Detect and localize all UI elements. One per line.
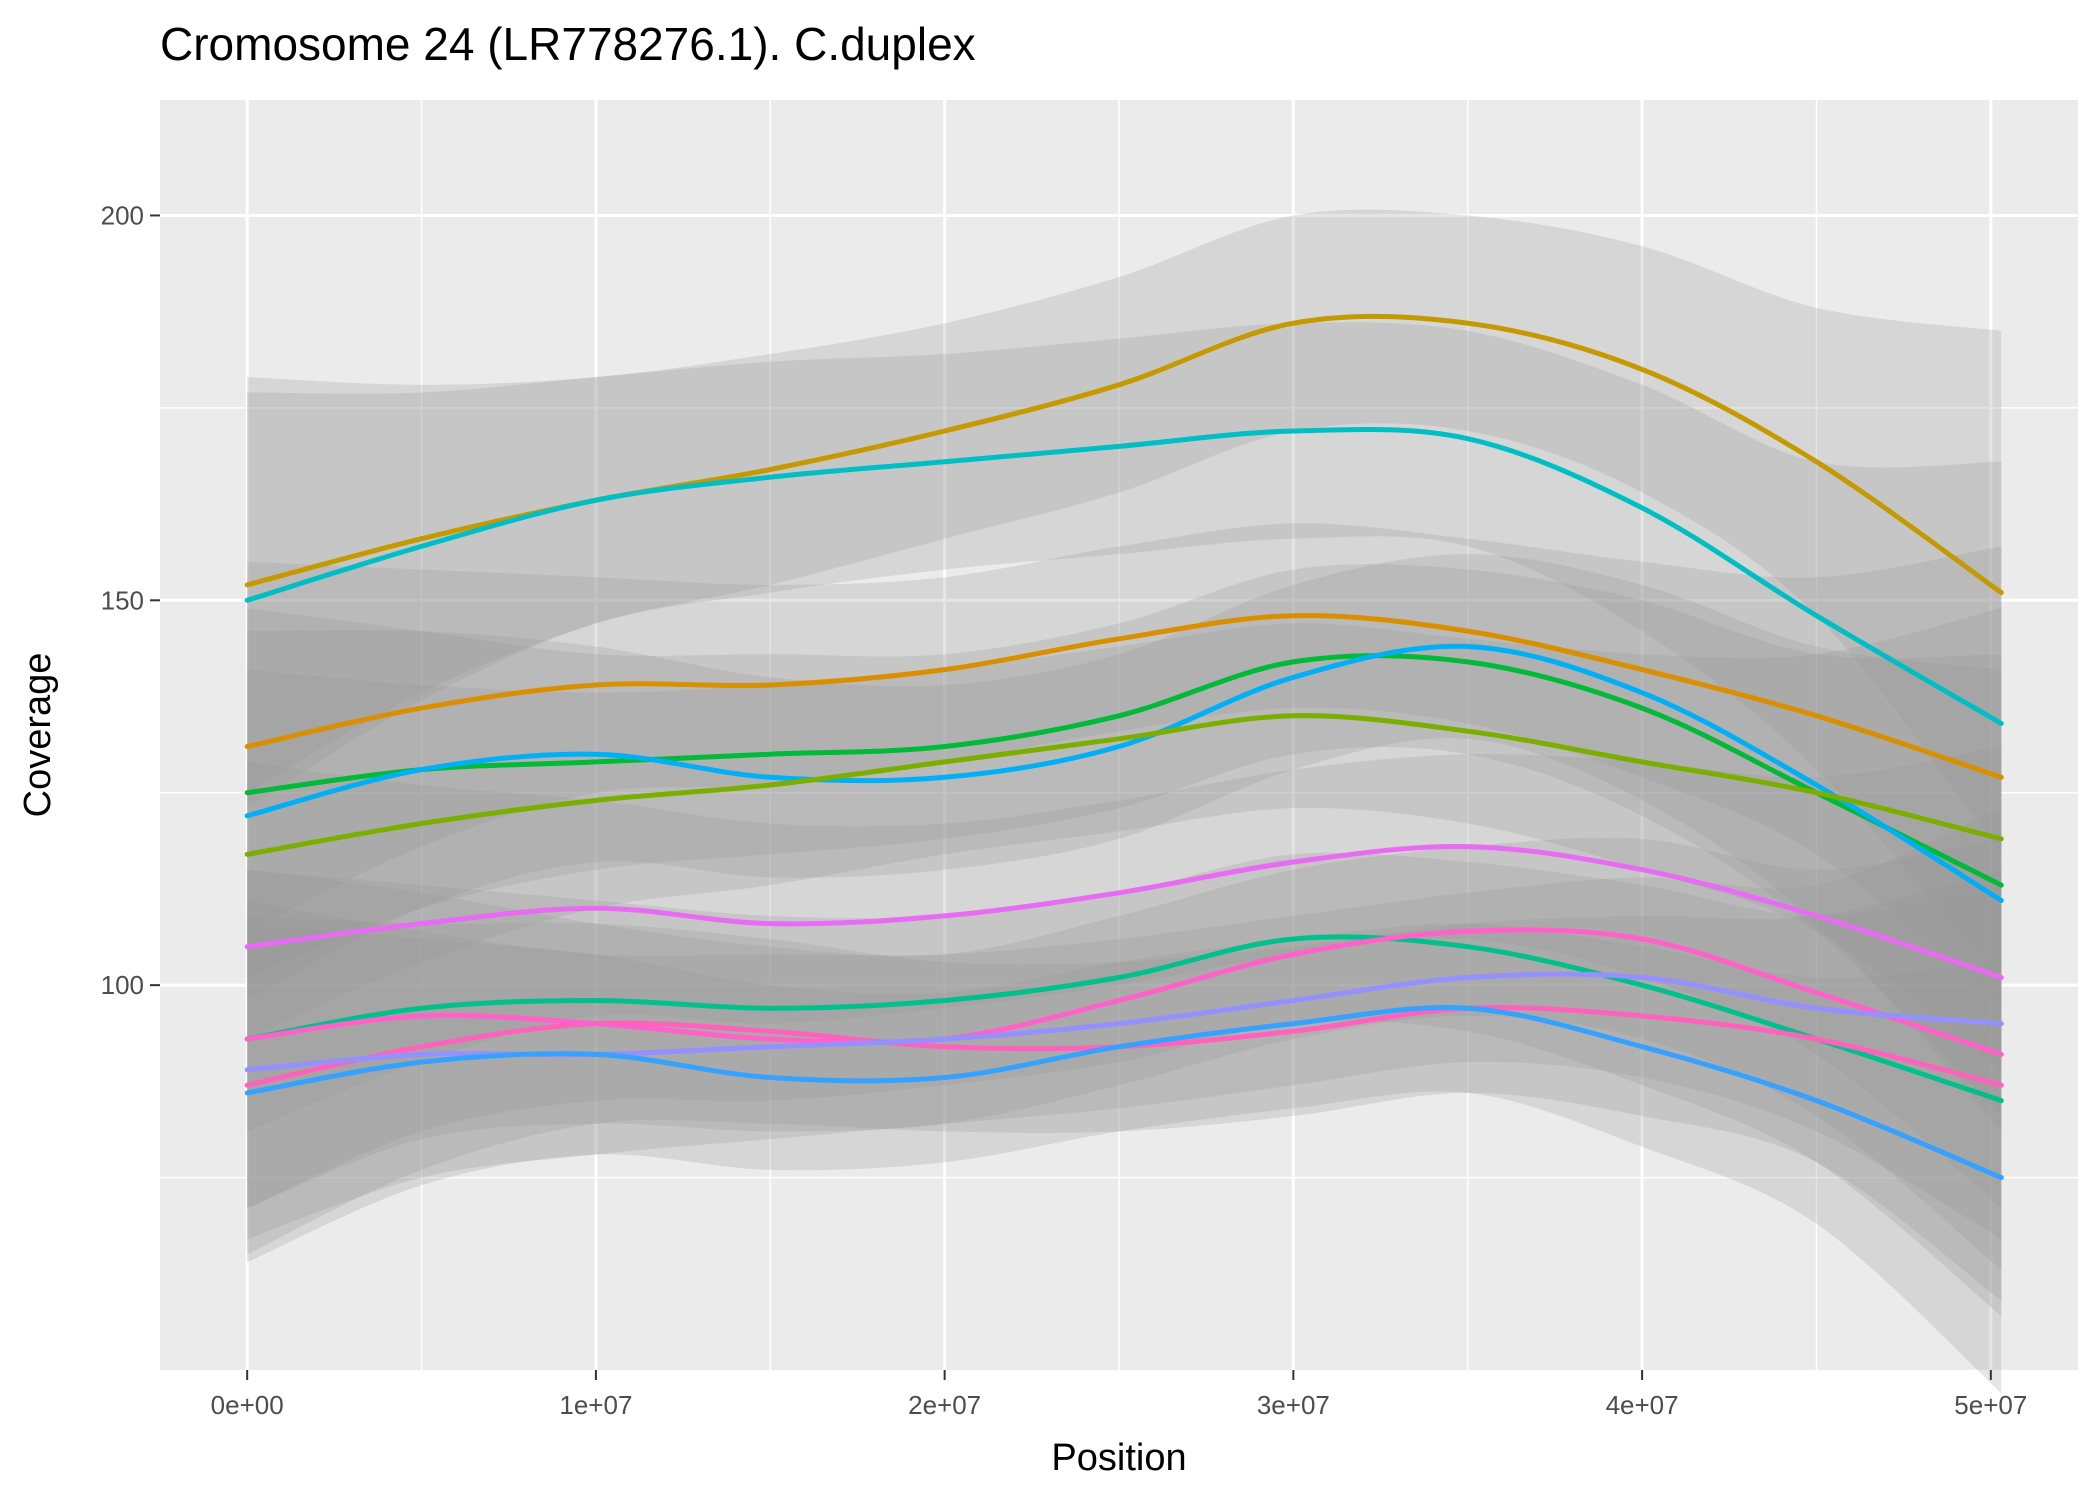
y-tick-label: 100 (101, 970, 144, 1000)
series-line-7 (244, 843, 2004, 980)
x-tick-label: 0e+00 (211, 1390, 284, 1420)
series-line-3 (244, 613, 2004, 780)
x-tick-label: 1e+07 (559, 1390, 632, 1420)
confidence-band-3 (247, 523, 2002, 1009)
series-lines (244, 313, 2004, 1181)
confidence-bands (247, 209, 2002, 1394)
x-tick-label: 4e+07 (1606, 1390, 1679, 1420)
series-line-4 (244, 653, 2004, 888)
series-line-10 (244, 927, 2004, 1057)
y-tick-label: 200 (101, 200, 144, 230)
confidence-band-1 (247, 209, 2002, 855)
confidence-band-6 (247, 608, 2002, 1070)
series-line-2 (244, 426, 2004, 726)
series-line-12 (244, 1005, 2004, 1181)
series-line-6 (244, 713, 2004, 857)
confidence-band-9 (247, 869, 2002, 1301)
x-tick-label: 5e+07 (1954, 1390, 2027, 1420)
x-axis: 0e+00 1e+07 2e+07 3e+07 4e+07 5e+07 (211, 1370, 2027, 1420)
confidence-band-8 (247, 852, 2002, 1317)
x-axis-title: Position (1051, 1437, 1186, 1479)
series-line-5 (244, 643, 2004, 903)
x-tick-label: 2e+07 (908, 1390, 981, 1420)
y-axis-title: Coverage (17, 653, 59, 818)
chart-title: Cromosome 24 (LR778276.1). C.duplex (160, 18, 976, 70)
x-tick-label: 3e+07 (1257, 1390, 1330, 1420)
series-line-8 (244, 934, 2004, 1104)
grid-minor (160, 100, 2078, 1370)
y-axis: 100 150 200 (101, 200, 160, 1000)
confidence-band-5 (247, 554, 2002, 1132)
y-tick-label: 150 (101, 585, 144, 615)
confidence-band-4 (247, 564, 2002, 1116)
confidence-band-12 (247, 923, 2002, 1394)
grid-major (160, 100, 2078, 1370)
confidence-band-10 (247, 837, 2002, 1270)
